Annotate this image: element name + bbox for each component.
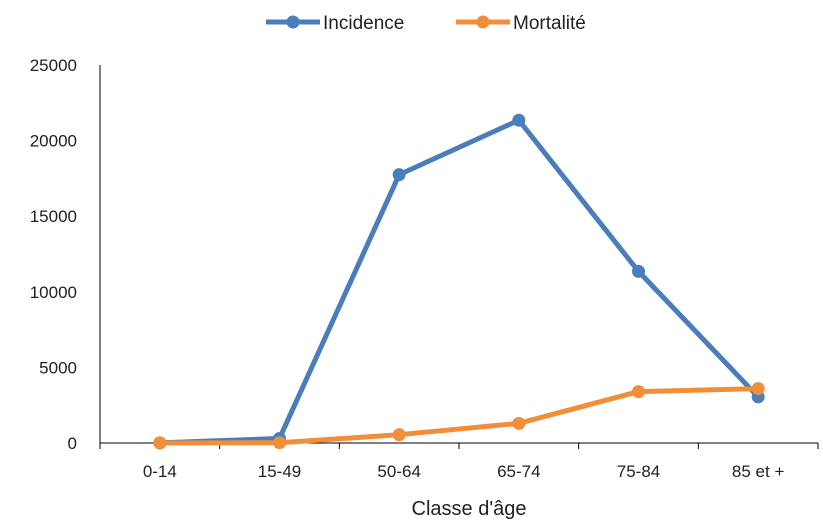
x-tick-label: 0-14 [143,462,177,481]
x-axis-title: Classe d'âge [412,498,527,520]
data-point-mortalite [512,416,526,430]
y-tick-label: 15000 [30,207,77,226]
series-line-incidence [157,117,761,446]
data-point-mortalite [751,382,765,396]
x-tick-label: 85 et + [732,462,785,481]
y-tick-label: 10000 [30,283,77,302]
data-point-mortalite [273,436,286,450]
data-point-mortalite [392,428,406,442]
y-tick-label: 20000 [30,132,77,151]
data-point-mortalite [632,385,645,399]
legend-item-incidence: Incidence [266,13,404,34]
x-tick-label: 15-49 [258,462,301,481]
data-point-incidence [392,168,406,182]
y-tick-label: 25000 [30,56,77,75]
y-tick-label: 0 [68,434,77,453]
legend-label-mortalite: Mortalité [513,13,586,34]
series-mortalite [153,382,765,450]
x-tick-label: 75-84 [617,462,660,481]
legend-swatch-marker [476,15,490,29]
legend-swatch-marker [286,15,300,29]
series-incidence [153,113,765,450]
data-point-incidence [632,264,645,278]
legend-label-incidence: Incidence [323,13,404,34]
legend: Incidence Mortalité [266,13,586,34]
series-layer [153,113,765,450]
y-axis-ticks: 0 5000 10000 15000 20000 25000 [30,56,77,453]
data-point-incidence [512,113,526,127]
series-line-mortalite [157,386,761,446]
x-tick-label: 65-74 [497,462,540,481]
x-tick-label: 50-64 [377,462,420,481]
data-point-mortalite [153,436,167,450]
legend-item-mortalite: Mortalité [456,13,586,34]
x-axis-ticks: 0-14 15-49 50-64 65-74 75-84 85 et + [99,443,819,481]
y-tick-label: 5000 [39,358,77,377]
